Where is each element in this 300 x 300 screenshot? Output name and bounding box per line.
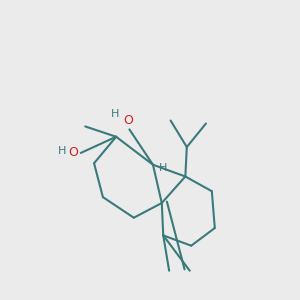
Text: H: H (111, 109, 120, 119)
Text: H: H (159, 163, 167, 173)
Text: O: O (123, 114, 133, 127)
Text: O: O (68, 146, 78, 159)
Text: H: H (58, 146, 67, 157)
